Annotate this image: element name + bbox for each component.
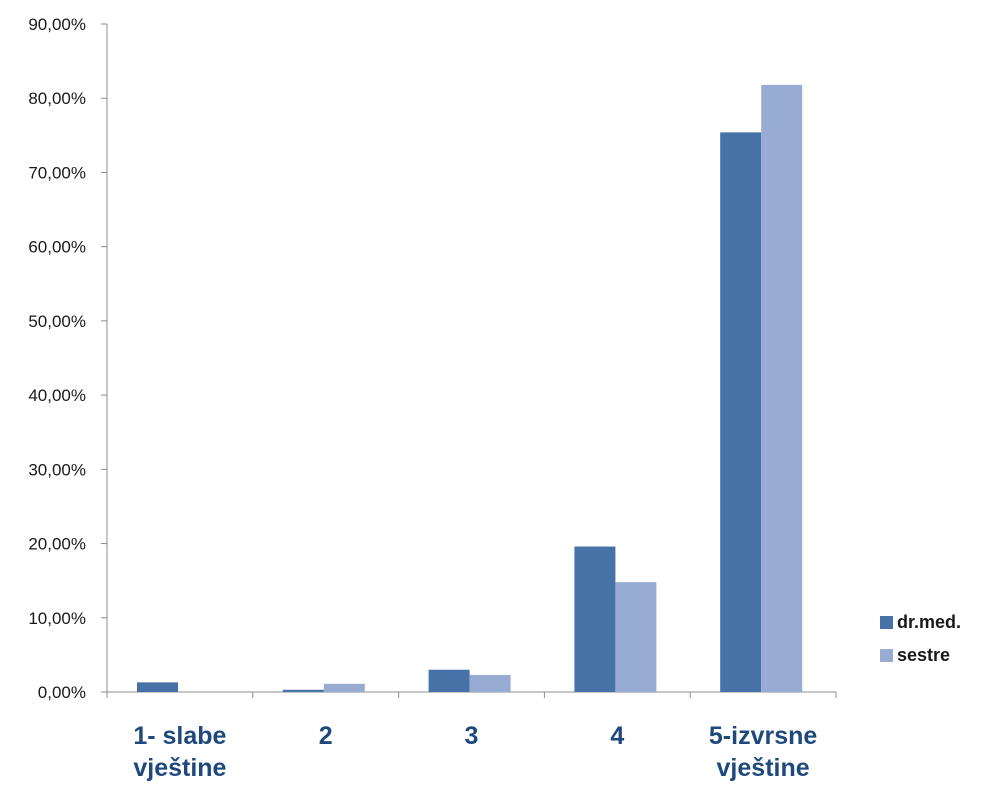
y-tick-label: 30,00% — [28, 460, 86, 479]
y-tick-label: 0,00% — [38, 683, 86, 702]
y-tick-label: 70,00% — [28, 163, 86, 182]
legend: dr.med. sestre — [880, 612, 961, 665]
bars — [137, 84, 803, 692]
axes — [101, 23, 837, 698]
x-tick-label: 1- slabe vještine — [133, 722, 226, 782]
bar-series2-cat4 — [615, 582, 657, 692]
y-tick-label: 10,00% — [28, 609, 86, 628]
bar-series2-cat3 — [469, 674, 511, 692]
bar-series1-cat5 — [720, 132, 762, 692]
bar-series2-cat2 — [323, 683, 365, 692]
y-tick-label: 90,00% — [28, 15, 86, 34]
y-tick-label: 80,00% — [28, 89, 86, 108]
bar-series1-cat1 — [137, 682, 178, 692]
y-tick-labels: 0,00% 10,00% 20,00% 30,00% 40,00% 50,00% 60,00… — [28, 15, 86, 702]
bar-series2-cat5 — [761, 84, 803, 692]
y-tick-label: 50,00% — [28, 312, 86, 331]
x-tick-label: 2 — [319, 722, 333, 750]
x-tick-label: 5-izvrsne vještine — [709, 722, 817, 782]
bar-series1-cat3 — [428, 669, 470, 692]
bar-series1-cat2 — [282, 689, 324, 692]
legend-swatch — [880, 616, 893, 629]
legend-label: sestre — [897, 645, 950, 665]
x-tick-label: 4 — [610, 722, 624, 750]
y-tick-label: 20,00% — [28, 535, 86, 554]
bar-series1-cat4 — [574, 546, 616, 692]
x-tick-labels: 1- slabe vještine 2 3 4 5-izvrsne vještine — [133, 722, 817, 782]
y-tick-label: 60,00% — [28, 238, 86, 257]
legend-label: dr.med. — [897, 612, 961, 632]
legend-swatch — [880, 649, 893, 662]
y-tick-label: 40,00% — [28, 386, 86, 405]
x-tick-label: 3 — [465, 722, 479, 750]
